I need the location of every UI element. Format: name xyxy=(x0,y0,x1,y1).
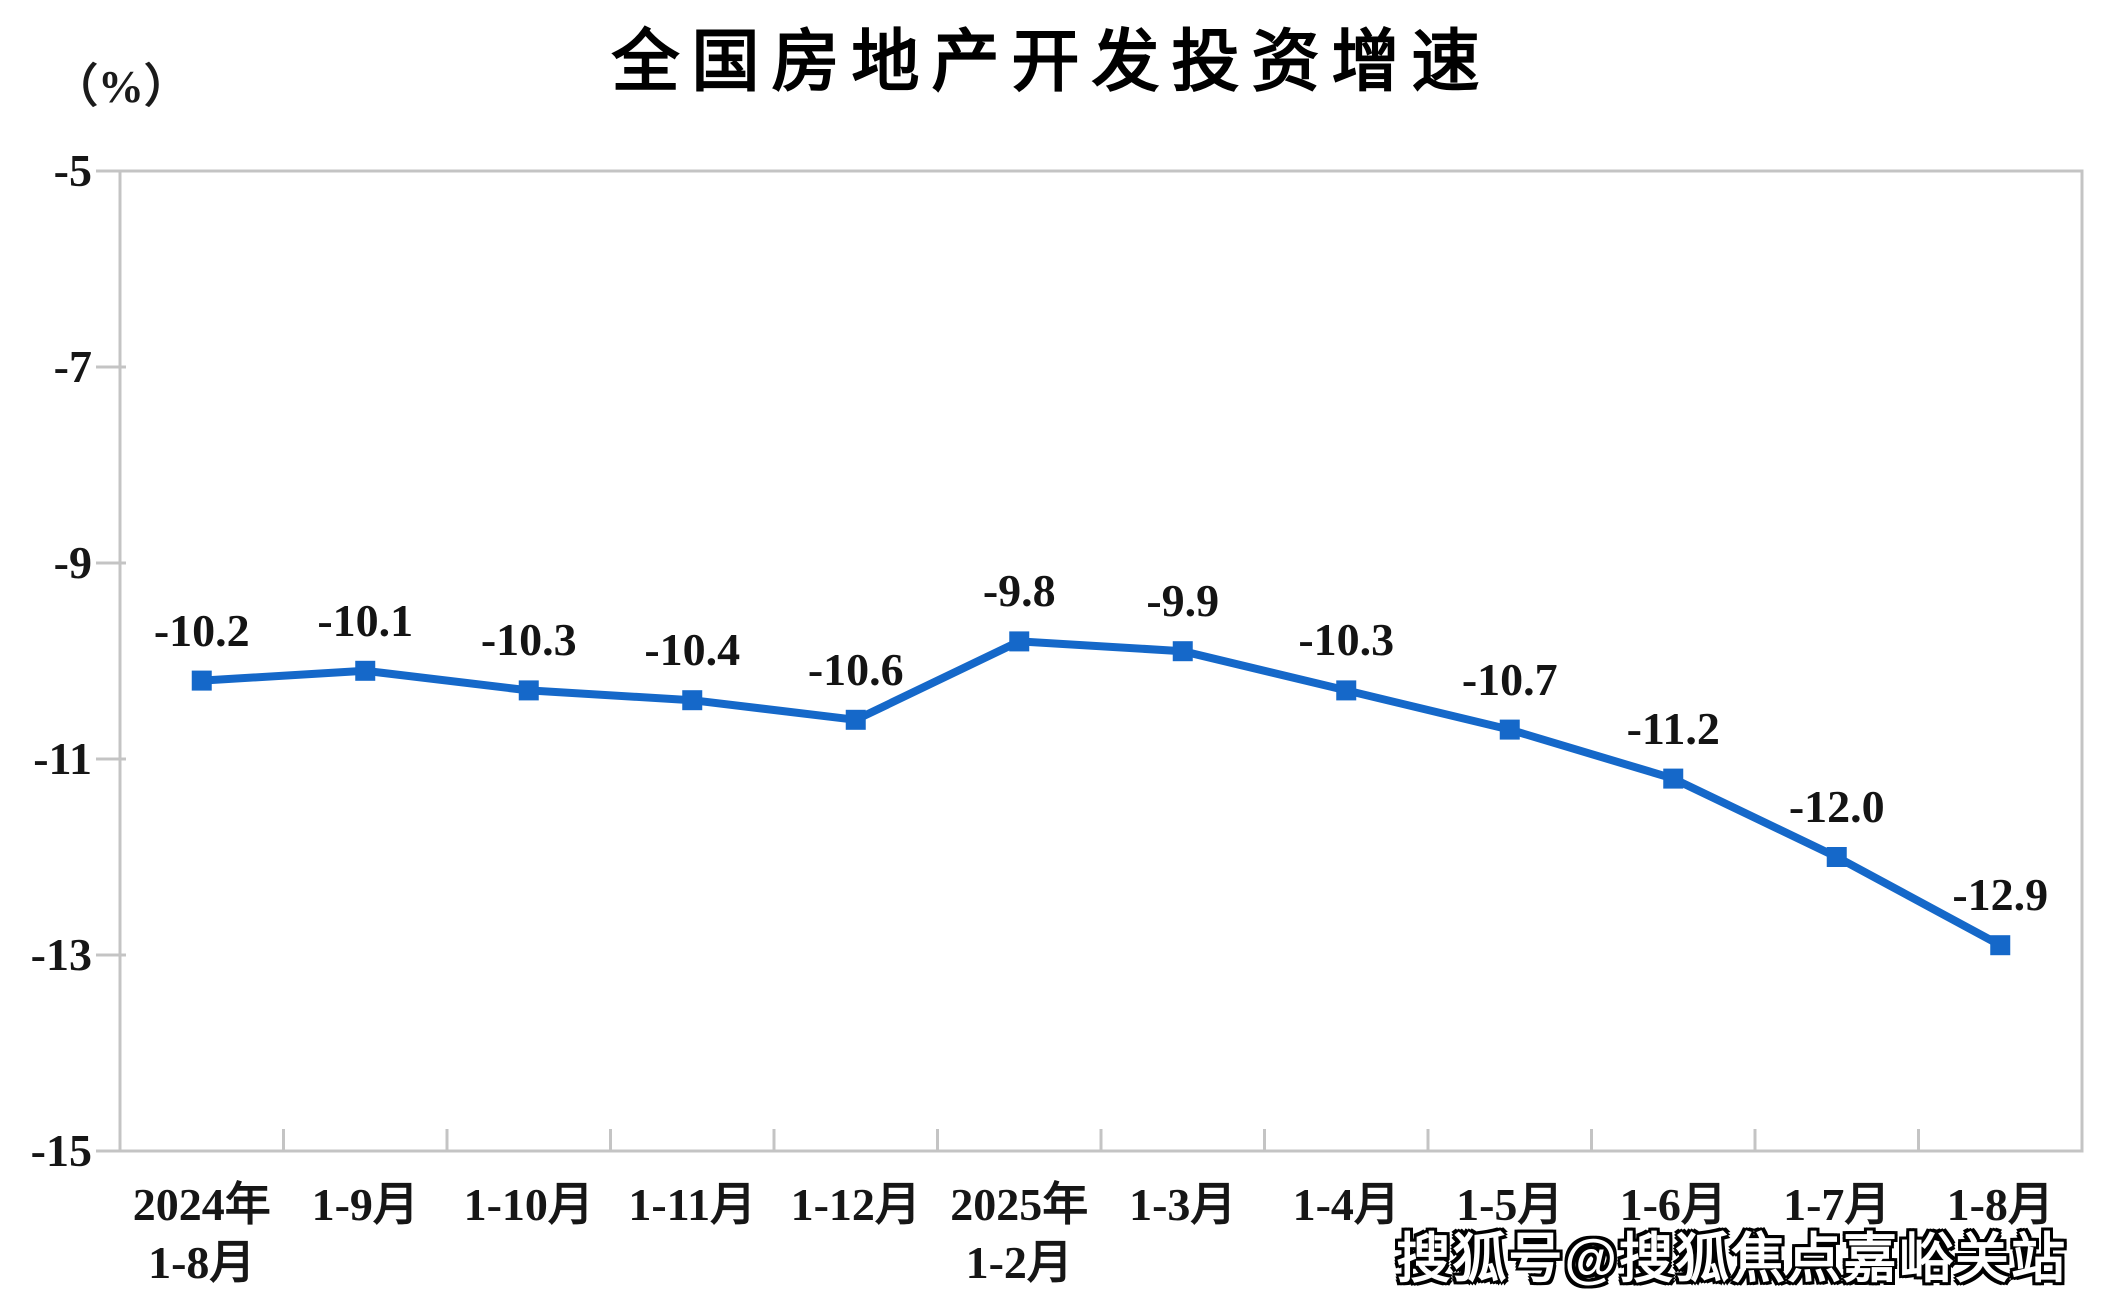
x-axis-tick-label: 1-9月 xyxy=(250,1176,480,1234)
data-point-label: -10.2 xyxy=(153,604,250,656)
x-axis-tick-label: 1-6月 xyxy=(1558,1176,1788,1234)
x-axis-tick-label-line1: 1-11月 xyxy=(628,1179,757,1230)
x-axis-tick-label-line1: 1-5月 xyxy=(1456,1179,1564,1230)
y-axis-tick-label: -11 xyxy=(33,733,92,784)
x-axis-tick-label-line1: 1-7月 xyxy=(1783,1179,1891,1230)
y-axis-tick-label: -15 xyxy=(30,1125,92,1176)
x-axis-tick-label-line1: 2025年 xyxy=(950,1179,1089,1230)
data-point-marker xyxy=(682,690,703,711)
data-point-label: -9.9 xyxy=(1146,575,1220,627)
y-axis-unit-label: （%） xyxy=(52,61,190,112)
plot-border xyxy=(118,169,2084,1153)
data-point-label: -10.3 xyxy=(480,614,577,666)
data-point-marker xyxy=(355,660,376,681)
x-axis-tick-label-line1: 1-9月 xyxy=(311,1179,419,1230)
x-axis-tick-label-line1: 1-4月 xyxy=(1292,1179,1400,1230)
x-axis-tick-label: 1-12月 xyxy=(741,1176,971,1234)
data-point-marker xyxy=(518,680,539,701)
data-point-label: -11.2 xyxy=(1626,702,1720,754)
x-axis-tick-label-line2: 1-2月 xyxy=(965,1237,1073,1288)
x-axis-tick-label: 1-8月 xyxy=(1885,1176,2103,1234)
x-axis-tick-label: 1-7月 xyxy=(1722,1176,1952,1234)
data-point-label: -10.7 xyxy=(1461,653,1558,705)
y-axis-tick-label: -13 xyxy=(30,929,92,980)
data-point-marker xyxy=(191,670,212,691)
data-point-marker xyxy=(1826,847,1847,867)
x-axis-tick-label: 1-11月 xyxy=(577,1176,807,1234)
data-point-label: -10.6 xyxy=(807,643,904,695)
line-series xyxy=(197,637,2005,950)
data-point-marker xyxy=(1336,680,1357,701)
data-point-label: -12.9 xyxy=(1952,869,2049,921)
data-point-label: -12.0 xyxy=(1788,781,1885,832)
data-point-marker xyxy=(1990,935,2011,956)
x-axis-tick-label-line1: 1-8月 xyxy=(1946,1179,2054,1230)
y-axis-tick-label: -7 xyxy=(53,341,92,392)
x-axis-tick-label-line1: 1-3月 xyxy=(1129,1179,1237,1230)
x-axis-tick-label: 1-3月 xyxy=(1068,1176,1298,1234)
y-axis-tick-label: -5 xyxy=(53,145,92,196)
x-axis-tick-label-line2: 1-8月 xyxy=(148,1237,256,1288)
y-axis-tick-label: -9 xyxy=(53,537,92,588)
x-axis-tick-label-line1: 1-6月 xyxy=(1619,1179,1727,1230)
data-point-label: -10.1 xyxy=(317,594,414,646)
x-axis-tick-label-line1: 2024年 xyxy=(132,1179,271,1230)
x-axis-tick-label-line1: 1-10月 xyxy=(463,1179,594,1230)
x-axis-tick-label: 1-4月 xyxy=(1231,1176,1461,1234)
chart-title: 全国房地产开发投资增速 xyxy=(611,24,1492,100)
x-axis-tick-label-line1: 1-12月 xyxy=(790,1179,921,1230)
data-point-label: -9.8 xyxy=(982,565,1056,617)
data-point-marker xyxy=(1499,719,1520,740)
data-point-marker xyxy=(1172,641,1193,662)
x-axis-tick-label: 1-10月 xyxy=(414,1176,644,1234)
watermark-text: 搜狐号@搜狐焦点嘉峪关站 xyxy=(1396,1229,2067,1289)
data-point-marker xyxy=(845,709,866,730)
data-point-marker xyxy=(1009,631,1030,652)
x-axis-tick-label: 1-5月 xyxy=(1395,1176,1625,1234)
data-point-marker xyxy=(1663,768,1684,789)
data-point-label: -10.4 xyxy=(644,624,741,676)
x-axis-tick-label: 2024年 1-8月 xyxy=(87,1176,317,1292)
data-point-label: -10.3 xyxy=(1298,614,1395,666)
x-axis-tick-label: 2025年 1-2月 xyxy=(904,1176,1134,1292)
